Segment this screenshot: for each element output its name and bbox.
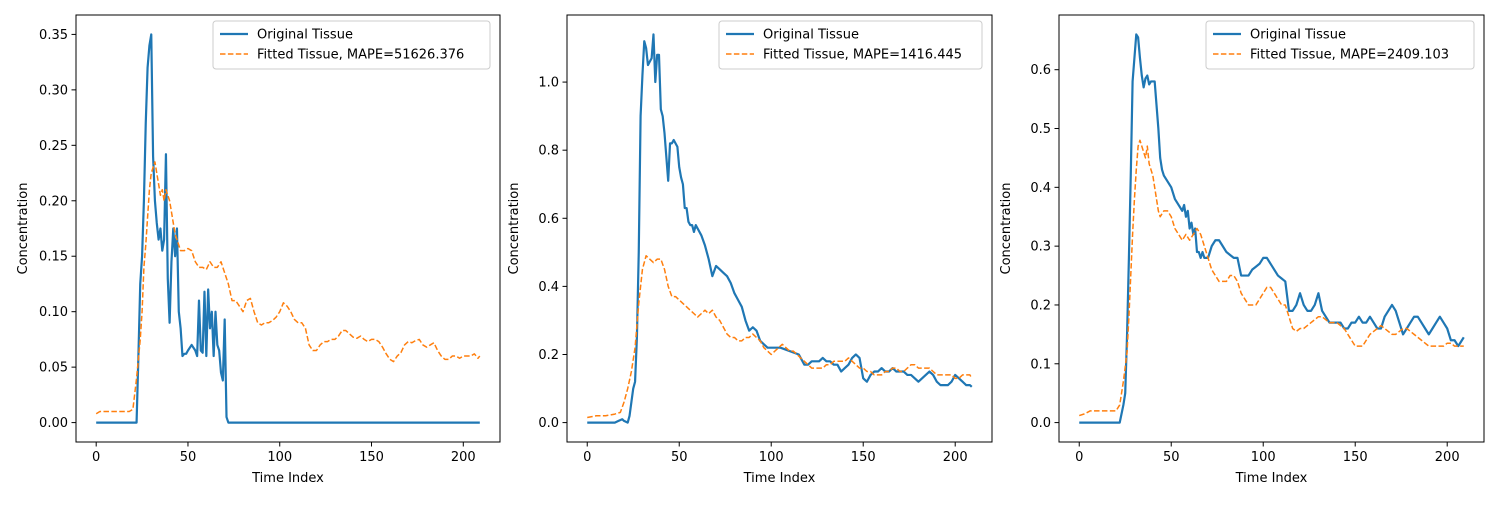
x-axis-label: Time Index [743,471,816,486]
y-tick-label: 0.2 [1030,298,1051,313]
y-tick-label: 0.30 [39,83,68,98]
y-tick-label: 0.3 [1030,240,1051,255]
legend: Original Tissue Fitted Tissue, MAPE=1416.… [718,20,983,70]
original-tissue-line [96,33,480,424]
y-tick-label: 0.6 [538,212,559,227]
y-tick-label: 0.0 [1030,416,1051,431]
plot-area [567,15,992,442]
legend-box [212,20,491,70]
original-tissue-line [587,33,973,424]
y-tick-label: 0.5 [1030,122,1051,137]
y-tick-label: 0.05 [39,361,68,376]
y-tick-label: 0.8 [538,144,559,159]
x-tick-label: 200 [451,450,476,465]
chart-panel-3: 0 50 100 150 200 0.0 0.1 0.2 0.3 0.4 0.5 0.6 Time In… [999,14,1485,486]
axes-frame [1058,14,1485,443]
y-tick-label: 0.1 [1030,357,1051,372]
x-tick-label: 200 [943,450,968,465]
x-tick-label: 150 [851,450,876,465]
x-tick-label: 150 [1343,450,1368,465]
y-tick-label: 1.0 [538,76,559,91]
original-tissue-line [1079,33,1465,424]
x-tick-label: 100 [1251,450,1276,465]
x-tick-label: 0 [92,450,100,465]
legend-box [718,20,983,70]
legend-label-original: Original Tissue [257,28,353,43]
x-tick-label: 0 [583,450,591,465]
legend-label-fitted: Fitted Tissue, MAPE=1416.445 [763,48,962,63]
y-tick-label: 0.0 [538,416,559,431]
plot-area [1059,15,1484,442]
y-axis-label: Concentration [16,183,31,275]
x-tick-label: 150 [359,450,384,465]
legend-label-original: Original Tissue [763,28,859,43]
legend: Original Tissue Fitted Tissue, MAPE=51626… [212,20,491,70]
y-tick-label: 0.00 [39,416,68,431]
y-tick-label: 0.15 [39,250,68,265]
x-tick-label: 100 [267,450,292,465]
plot-area [76,15,500,442]
y-tick-label: 0.6 [1030,63,1051,78]
legend-label-original: Original Tissue [1250,28,1346,43]
legend: Original Tissue Fitted Tissue, MAPE=2409.… [1205,20,1475,70]
y-tick-label: 0.4 [1030,181,1051,196]
x-tick-label: 200 [1435,450,1460,465]
x-tick-label: 0 [1075,450,1083,465]
y-axis-label: Concentration [507,183,522,275]
axes-frame [75,14,501,443]
y-tick-label: 0.4 [538,280,559,295]
x-tick-label: 50 [671,450,688,465]
y-tick-label: 0.35 [39,28,68,43]
x-tick-label: 50 [180,450,197,465]
legend-box [1205,20,1475,70]
x-axis-label: Time Index [251,471,324,486]
fitted-tissue-line [587,254,973,419]
x-tick-label: 50 [1163,450,1180,465]
chart-panel-1: 0 50 100 150 200 0.00 0.05 0.10 0.15 0.20 0.25 0.30… [16,14,501,486]
y-tick-label: 0.25 [39,139,68,154]
axes-frame [566,14,993,443]
y-axis-label: Concentration [999,183,1014,275]
chart-panel-2: 0 50 100 150 200 0.0 0.2 0.4 0.6 0.8 1.0 Time Index… [507,14,993,486]
y-tick-label: 0.20 [39,194,68,209]
legend-label-fitted: Fitted Tissue, MAPE=2409.103 [1250,48,1449,63]
y-tick-label: 0.10 [39,305,68,320]
fitted-tissue-line [95,161,481,415]
x-tick-label: 100 [759,450,784,465]
y-tick-label: 0.2 [538,348,559,363]
fitted-tissue-line [1079,139,1464,417]
legend-label-fitted: Fitted Tissue, MAPE=51626.376 [257,48,464,63]
x-axis-label: Time Index [1235,471,1308,486]
